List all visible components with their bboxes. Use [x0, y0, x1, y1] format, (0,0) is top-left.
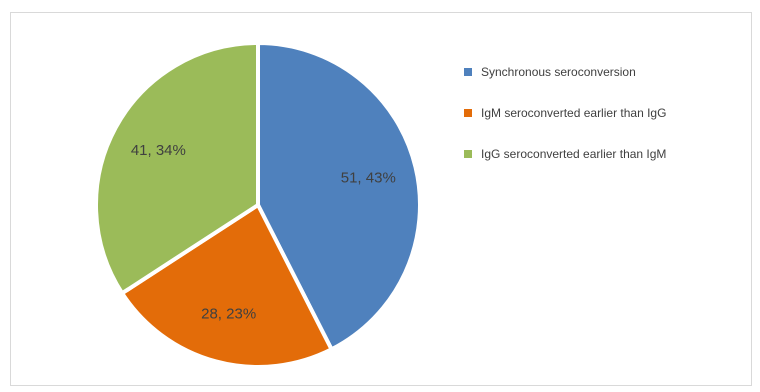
legend: Synchronous seroconversion IgM seroconve… [464, 62, 754, 185]
legend-label: Synchronous seroconversion [481, 65, 636, 79]
legend-swatch [464, 109, 472, 117]
legend-label: IgG seroconverted earlier than IgM [481, 147, 667, 161]
legend-item-igg-earlier: IgG seroconverted earlier than IgM [464, 144, 754, 164]
pie-slice [94, 40, 260, 296]
pie-slices [94, 40, 422, 369]
pie-data-labels: 51, 43% 28, 23% 41, 34% [131, 142, 396, 323]
pie-slice [119, 202, 335, 369]
legend-item-synchronous: Synchronous seroconversion [464, 62, 754, 82]
legend-swatch [464, 150, 472, 158]
pie-slice [256, 40, 422, 353]
legend-item-igm-earlier: IgM seroconverted earlier than IgG [464, 103, 754, 123]
legend-label: IgM seroconverted earlier than IgG [481, 106, 667, 120]
legend-swatch [464, 68, 472, 76]
slice-data-label: 28, 23% [201, 306, 256, 323]
slice-data-label: 51, 43% [341, 169, 396, 186]
slice-data-label: 41, 34% [131, 142, 186, 159]
